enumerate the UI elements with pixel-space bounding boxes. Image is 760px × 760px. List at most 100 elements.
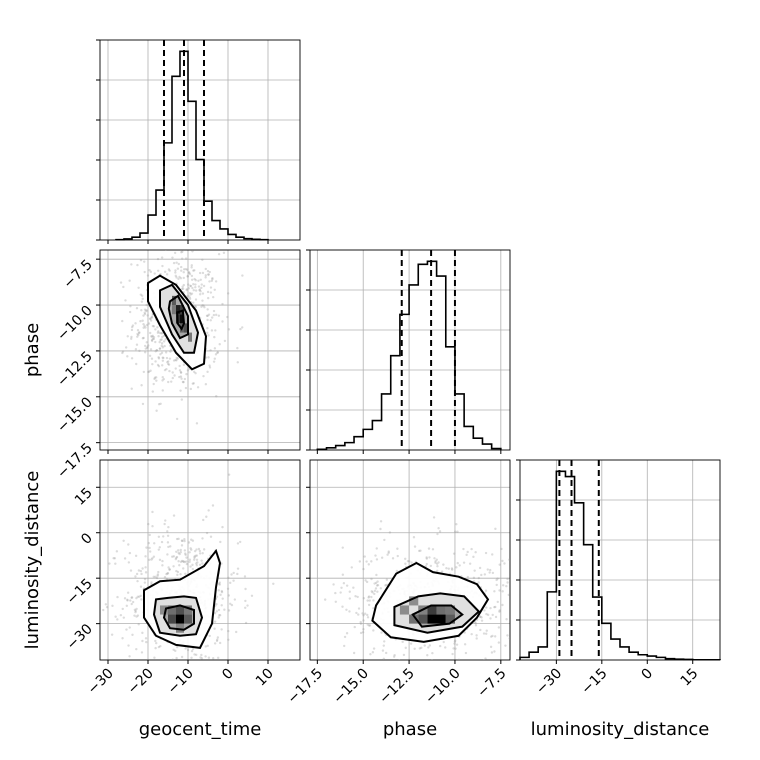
sample-point: [212, 668, 214, 670]
sample-point: [201, 562, 204, 565]
sample-point: [434, 560, 437, 563]
sample-point: [153, 272, 156, 275]
sample-point: [506, 634, 509, 637]
sample-point: [191, 250, 194, 253]
sample-point: [435, 558, 438, 561]
sample-point: [146, 274, 150, 277]
ylabel-phase: phase: [22, 323, 43, 377]
sample-point: [145, 546, 148, 549]
sample-point: [184, 386, 188, 390]
sample-point: [141, 319, 144, 322]
xtick-label: −7.5: [474, 666, 509, 701]
sample-point: [178, 364, 181, 368]
contour-line: [371, 561, 490, 643]
sample-point: [488, 568, 492, 572]
sample-point: [203, 695, 205, 697]
sample-point: [162, 356, 165, 360]
sample-point: [134, 575, 137, 578]
sample-point: [201, 258, 204, 261]
sample-point: [151, 324, 155, 328]
sample-point: [185, 560, 188, 563]
sample-point: [174, 557, 178, 561]
sample-point: [114, 615, 117, 618]
sample-point: [149, 369, 152, 372]
sample-point: [156, 574, 159, 577]
scatter-panel-geocent-time-phase: −17.5−15.0−12.5−10.0 −7.5: [54, 249, 301, 482]
sample-point: [406, 559, 410, 563]
sample-point: [204, 267, 207, 271]
sample-point: [355, 611, 358, 615]
sample-point: [209, 319, 212, 322]
sample-point: [89, 675, 91, 677]
sample-point: [151, 510, 154, 514]
sample-point: [183, 549, 187, 552]
sample-point: [207, 334, 210, 337]
sample-point: [431, 659, 433, 660]
sample-point: [192, 289, 195, 292]
sample-point: [366, 623, 369, 626]
sample-point: [483, 609, 486, 612]
sample-point: [200, 682, 202, 684]
sample-point: [136, 595, 139, 598]
sample-point: [124, 299, 127, 302]
sample-point: [195, 564, 199, 567]
sample-point: [490, 635, 493, 638]
sample-point: [484, 657, 487, 660]
gridlines-luminosity-distance: [520, 460, 720, 660]
sample-point: [227, 609, 231, 612]
sample-point: [156, 326, 159, 329]
xtick-label: −15: [578, 666, 610, 698]
sample-point: [356, 595, 359, 599]
sample-point: [164, 351, 168, 354]
sample-point: [172, 261, 176, 265]
sample-point: [127, 543, 130, 546]
sample-point: [457, 658, 461, 660]
sample-point: [191, 563, 194, 567]
hist-panel-luminosity-distance: −30 −15 0 15: [516, 459, 721, 698]
density-cell: [180, 314, 184, 324]
sample-point: [158, 347, 162, 350]
panel-frame: [99, 39, 301, 241]
sample-point: [216, 656, 220, 660]
sample-point: [123, 597, 127, 600]
sample-point: [152, 325, 156, 328]
sample-point: [452, 552, 456, 555]
sample-point: [148, 546, 151, 550]
sample-point: [194, 279, 197, 282]
sample-point: [213, 357, 217, 360]
sample-point: [216, 638, 219, 641]
sample-point: [185, 562, 189, 566]
sample-point: [501, 559, 504, 563]
sample-point: [150, 338, 154, 342]
sample-point: [244, 606, 247, 609]
sample-point: [179, 548, 182, 552]
sample-point: [498, 610, 501, 613]
sample-point: [512, 573, 514, 575]
sample-point: [211, 665, 213, 667]
sample-point: [143, 260, 146, 263]
sample-point: [367, 624, 371, 627]
sample-point: [198, 288, 201, 291]
sample-point: [380, 631, 383, 634]
xlabel-phase: phase: [383, 719, 437, 740]
sample-point: [193, 556, 196, 559]
sample-point: [474, 622, 477, 625]
sample-point: [521, 622, 523, 624]
sample-point: [388, 531, 392, 534]
sample-point: [218, 614, 221, 617]
sample-point: [213, 335, 216, 339]
sample-point: [221, 597, 224, 600]
sample-point: [428, 556, 431, 559]
sample-point: [186, 275, 189, 278]
sample-point: [208, 270, 211, 274]
sample-point: [143, 344, 147, 348]
sample-point: [161, 376, 164, 379]
sample-point: [494, 527, 497, 531]
sample-point: [136, 329, 140, 332]
sample-point: [161, 331, 164, 335]
sample-point: [174, 271, 177, 274]
sample-point: [168, 269, 171, 272]
sample-point: [187, 287, 191, 290]
sample-point: [130, 596, 134, 599]
sample-point: [204, 276, 207, 279]
